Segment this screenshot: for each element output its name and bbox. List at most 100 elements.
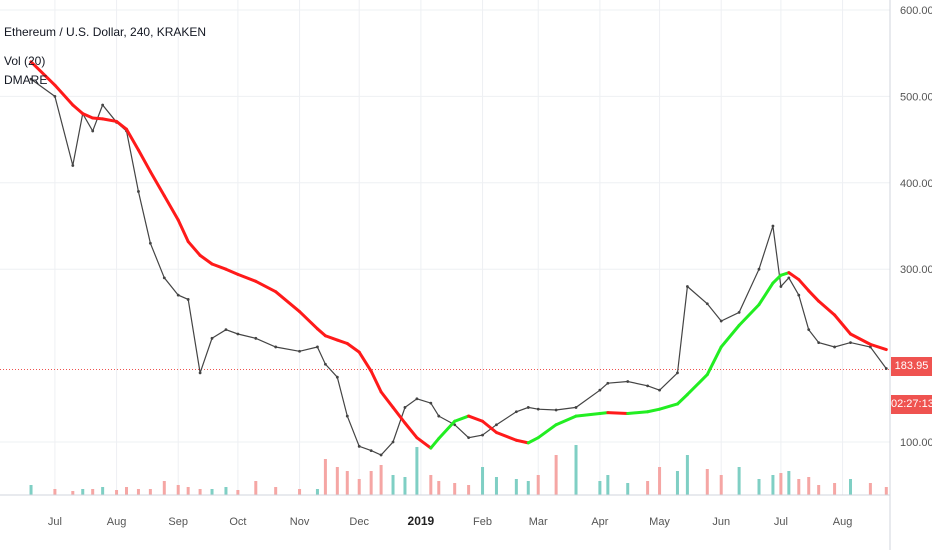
dmare-segment-43 (606, 411, 630, 415)
dmare-segment-59 (833, 313, 853, 336)
dmare-segment-23 (335, 338, 349, 346)
dmare-segment-37 (514, 438, 530, 445)
legend-indicator-dmare[interactable]: DMARE (4, 73, 48, 87)
legend-symbol[interactable]: Ethereum / U.S. Dollar, 240, KRAKEN (4, 25, 207, 39)
x-tick-label-10: May (649, 516, 670, 528)
volume-bar-24 (357, 479, 361, 495)
volume-bar-21 (323, 459, 327, 495)
volume-bar-45 (658, 467, 662, 495)
price-line (30, 78, 887, 456)
volume-bar-27 (391, 475, 395, 495)
x-tick-label-1: Aug (107, 516, 127, 528)
volume-bar-4 (91, 489, 95, 495)
volume-bar-11 (176, 485, 180, 495)
x-tick-label-0: Jul (48, 516, 62, 528)
volume-bar-15 (224, 487, 228, 495)
legend-indicator-volume[interactable]: Vol (20) (4, 54, 46, 68)
price-point-43 (626, 380, 630, 383)
dmare-segment-44 (626, 410, 650, 415)
price-point-35 (495, 423, 498, 427)
price-axis[interactable]: 600.00 500.00 400.00 300.00 100.00 (889, 0, 932, 550)
dmare-segment-16 (224, 267, 240, 276)
dmare-segment-57 (807, 289, 821, 303)
price-point-29 (415, 397, 419, 401)
time-axis[interactable]: Jul Aug Sep Oct Nov Dec 2019 Feb Mar Apr May Jun Jul… (0, 494, 890, 528)
price-point-11 (176, 293, 180, 297)
volume-bar-34 (481, 467, 485, 495)
dmare-segment-21 (315, 327, 327, 338)
volume-bar-60 (868, 483, 872, 495)
price-point-40 (574, 406, 578, 409)
volume-bar-7 (125, 487, 129, 495)
price-point-20 (316, 345, 319, 349)
volume-bar-38 (536, 475, 540, 495)
price-point-0 (29, 77, 33, 81)
price-point-38 (536, 407, 540, 411)
dmare-segment-24 (345, 342, 361, 354)
dmare-segment-34 (467, 414, 485, 423)
price-point-2 (71, 164, 75, 167)
price-point-14 (210, 336, 214, 340)
price-point-41 (598, 388, 602, 392)
bar-countdown-label: 02:27:13 (891, 395, 932, 414)
volume-bar-30 (429, 475, 433, 495)
dmare-segment-7 (115, 119, 129, 131)
price-point-36 (514, 410, 518, 414)
x-tick-label-4: Nov (290, 516, 310, 528)
price-point-33 (467, 436, 471, 440)
price-point-47 (686, 285, 689, 288)
dmare-segment-56 (797, 278, 811, 293)
x-tick-label-7: Feb (473, 516, 492, 528)
chart-grid (0, 0, 890, 495)
dmare-segment-31 (429, 437, 441, 450)
dmare-segment-2 (53, 83, 75, 107)
x-tick-label-11: Jun (712, 516, 730, 528)
volume-bar-52 (771, 475, 775, 495)
volume-bar-44 (646, 481, 650, 495)
dmare-segment-29 (403, 421, 419, 440)
volume-bar-54 (787, 471, 791, 495)
volume-bar-18 (274, 487, 278, 495)
volume-bar-36 (514, 479, 518, 495)
dmare-segment-60 (849, 332, 872, 346)
price-point-61 (884, 367, 888, 370)
dmare-segment-48 (685, 373, 709, 396)
volume-bar-6 (115, 490, 119, 495)
dmare-segment-14 (198, 253, 214, 266)
y-tick-label-4: 100.00 (900, 437, 932, 449)
dmare-segment-22 (323, 334, 339, 342)
x-tick-label-6: 2019 (408, 514, 435, 528)
y-tick-label-1: 500.00 (900, 91, 932, 103)
volume-bar-58 (833, 483, 837, 495)
volume-bar-47 (685, 455, 689, 495)
volume-histogram (29, 445, 888, 495)
volume-bar-32 (453, 483, 457, 495)
price-point-53 (779, 285, 783, 288)
price-point-9 (148, 241, 152, 245)
price-point-16 (236, 332, 240, 336)
volume-bar-35 (494, 477, 498, 495)
price-point-48 (705, 302, 709, 306)
price-series (29, 77, 888, 457)
price-point-8 (137, 190, 140, 193)
price-point-46 (676, 371, 679, 375)
dmare-segment-8 (125, 127, 140, 152)
volume-bar-3 (81, 489, 85, 495)
volume-bar-61 (884, 487, 888, 495)
dmare-segment-49 (705, 345, 723, 377)
dmare-segment-45 (646, 407, 662, 414)
volume-bar-48 (705, 469, 709, 495)
volume-bar-23 (345, 471, 349, 495)
dmare-segment-32 (437, 419, 457, 441)
volume-bar-57 (817, 485, 821, 495)
price-point-60 (868, 345, 872, 349)
price-point-59 (849, 341, 852, 345)
price-point-55 (797, 293, 801, 297)
volume-bar-25 (369, 471, 373, 495)
y-tick-label-0: 600.00 (900, 5, 932, 17)
dmare-segment-12 (176, 218, 190, 244)
volume-bar-56 (807, 477, 811, 495)
dmare-segment-9 (136, 148, 152, 174)
dmare-segment-19 (274, 290, 302, 314)
